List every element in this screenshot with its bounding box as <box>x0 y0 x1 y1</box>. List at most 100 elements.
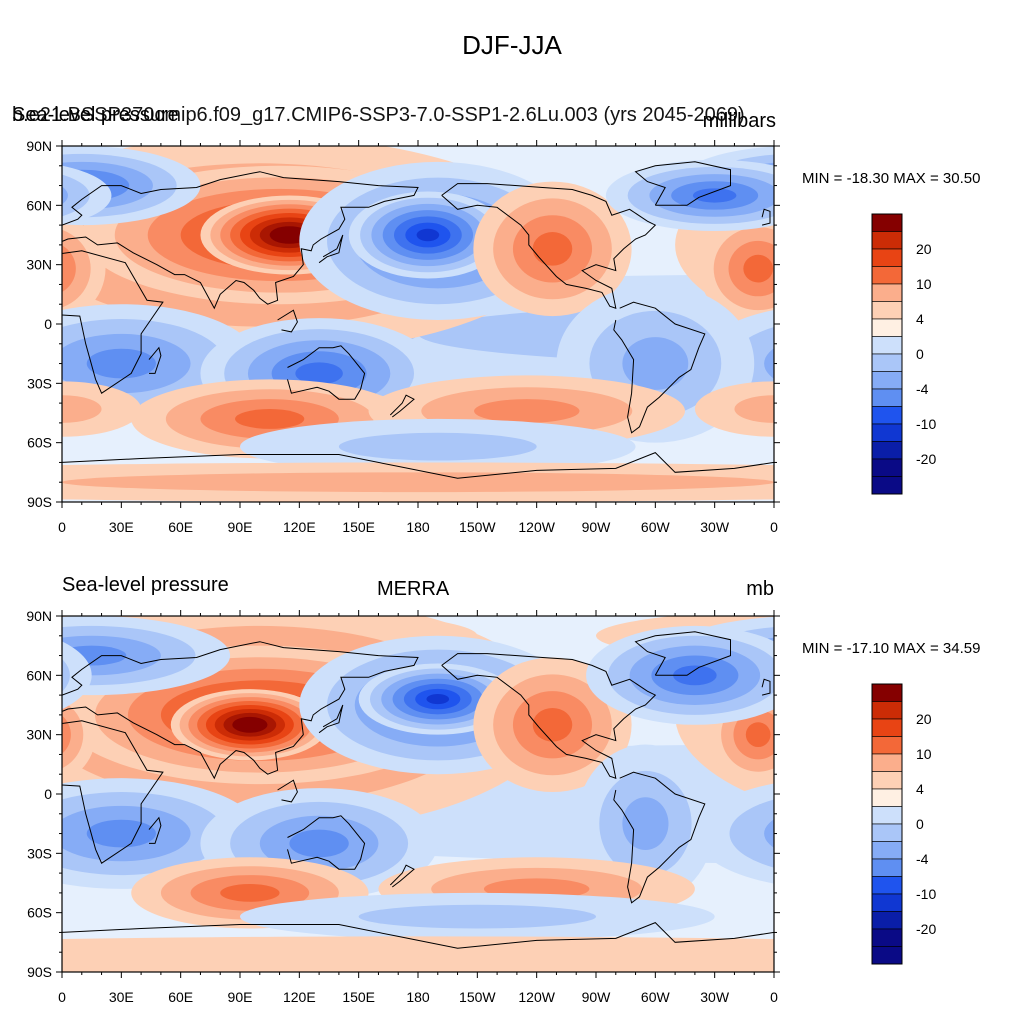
panel-2-colorbar: 20 10 4 0 -4 -10 -20 <box>871 683 936 965</box>
contour-fill <box>86 819 156 848</box>
contour-fill <box>0 665 5 685</box>
lon-label: 0 <box>58 989 66 1005</box>
contour-fill <box>673 665 717 686</box>
contour-fill <box>764 348 774 379</box>
contour-fill <box>0 188 24 202</box>
lat-label: 30N <box>26 257 52 273</box>
colorbar-label: -10 <box>916 416 936 432</box>
coastline <box>389 864 415 888</box>
colorbar-frame <box>871 683 903 965</box>
panel-1-units: millibars <box>702 110 776 132</box>
coastline <box>287 815 366 870</box>
lon-label: 180 <box>406 989 430 1005</box>
lat-label: 30N <box>26 727 52 743</box>
colorbar-label: 4 <box>916 311 924 327</box>
colorbar-box <box>871 248 903 267</box>
coastline <box>62 641 419 780</box>
lon-label: 60W <box>641 989 671 1005</box>
panel-2-left-title: Sea-level pressure <box>62 574 229 596</box>
lon-label: 120E <box>283 519 316 535</box>
colorbar-box <box>871 876 903 895</box>
contour-fill <box>734 395 774 423</box>
coastline <box>62 250 164 394</box>
coastline <box>62 720 164 864</box>
colorbar-box <box>871 336 903 355</box>
lat-label: 60S <box>27 435 52 451</box>
colorbar-box <box>871 423 903 442</box>
colorbar-box <box>871 806 903 825</box>
coastline <box>148 816 162 844</box>
contour-fill <box>743 254 774 283</box>
contour-fill <box>0 893 3 940</box>
colorbar-box <box>871 946 903 965</box>
colorbar-box <box>871 893 903 912</box>
panel-2-map: 90N 60N 30N 0 30S 60S 90S 0 30E 60E 90E 120E 150E 180… <box>0 608 800 1005</box>
lon-label: 90E <box>228 989 253 1005</box>
colorbar-label: 20 <box>916 241 932 257</box>
panel-2-units: mb <box>746 578 774 600</box>
panel-1-minmax: MIN = -18.30 MAX = 30.50 <box>802 170 981 187</box>
lon-label: 30W <box>700 519 730 535</box>
contour-fill <box>358 904 596 929</box>
lat-label: 60N <box>26 197 52 213</box>
lat-label: 90N <box>26 138 52 154</box>
panel-1-center-title: b.e21.BSSP370cmip6.f09_g17.CMIP6-SSP3-7.… <box>12 104 745 126</box>
lon-label: 60E <box>168 989 193 1005</box>
coastline <box>389 394 415 418</box>
contour-fill <box>62 472 774 493</box>
coastline <box>277 779 298 803</box>
contour-fill <box>799 820 800 848</box>
colorbar-label: -4 <box>916 851 929 867</box>
colorbar-label: -20 <box>916 451 936 467</box>
lat-label: 30S <box>27 845 52 861</box>
lon-label: 120W <box>518 519 555 535</box>
panel-1-map: 90N 60N 30N 0 30S 60S 90S 0 30E 60E 90E 120E 150E 180… <box>0 138 780 535</box>
colorbar-box <box>871 388 903 407</box>
lon-label: 150E <box>342 989 375 1005</box>
colorbar-box <box>871 788 903 807</box>
contour-fill <box>338 432 537 461</box>
contour-fill <box>279 230 300 240</box>
colorbar-box <box>871 231 903 250</box>
colorbar-box <box>871 718 903 737</box>
colorbar-box <box>871 683 903 702</box>
contour-fill <box>0 472 62 492</box>
colorbar-label: 4 <box>916 781 924 797</box>
panel-2-minmax: MIN = -17.10 MAX = 34.59 <box>802 640 981 657</box>
colorbar-label: 10 <box>916 746 932 762</box>
lon-label: 60E <box>168 519 193 535</box>
lon-label: 60W <box>641 519 671 535</box>
contour-fill <box>62 715 71 754</box>
coastline <box>277 309 298 333</box>
contour-fill <box>62 174 90 217</box>
contour-fill <box>86 348 156 379</box>
lon-label: 150W <box>459 989 496 1005</box>
contour-fill <box>794 626 800 646</box>
coastline <box>761 208 771 226</box>
colorbar-box <box>871 823 903 842</box>
lon-label: 150E <box>342 519 375 535</box>
colorbar-box <box>871 458 903 477</box>
contour-fill <box>0 311 9 416</box>
coastline <box>318 704 344 734</box>
lon-label: 0 <box>770 989 778 1005</box>
colorbar-box <box>871 353 903 372</box>
contour-fill <box>62 186 68 205</box>
lat-label: 60S <box>27 905 52 921</box>
coastline <box>287 345 366 400</box>
colorbar-box <box>871 771 903 790</box>
coastline <box>761 678 771 696</box>
panel-1-left-title: Sea-level pressure <box>12 104 179 126</box>
contour-fill <box>745 722 771 748</box>
contour-fill <box>692 188 737 203</box>
lat-label: 0 <box>44 316 52 332</box>
coastline <box>318 234 344 264</box>
lat-label: 60N <box>26 667 52 683</box>
colorbar-box <box>871 213 903 232</box>
contour-fill <box>0 284 42 442</box>
colorbar-label: -10 <box>916 886 936 902</box>
lon-label: 150W <box>459 519 496 535</box>
lon-label: 180 <box>406 519 430 535</box>
contour-fill <box>295 362 343 385</box>
contour-fill <box>0 656 26 696</box>
